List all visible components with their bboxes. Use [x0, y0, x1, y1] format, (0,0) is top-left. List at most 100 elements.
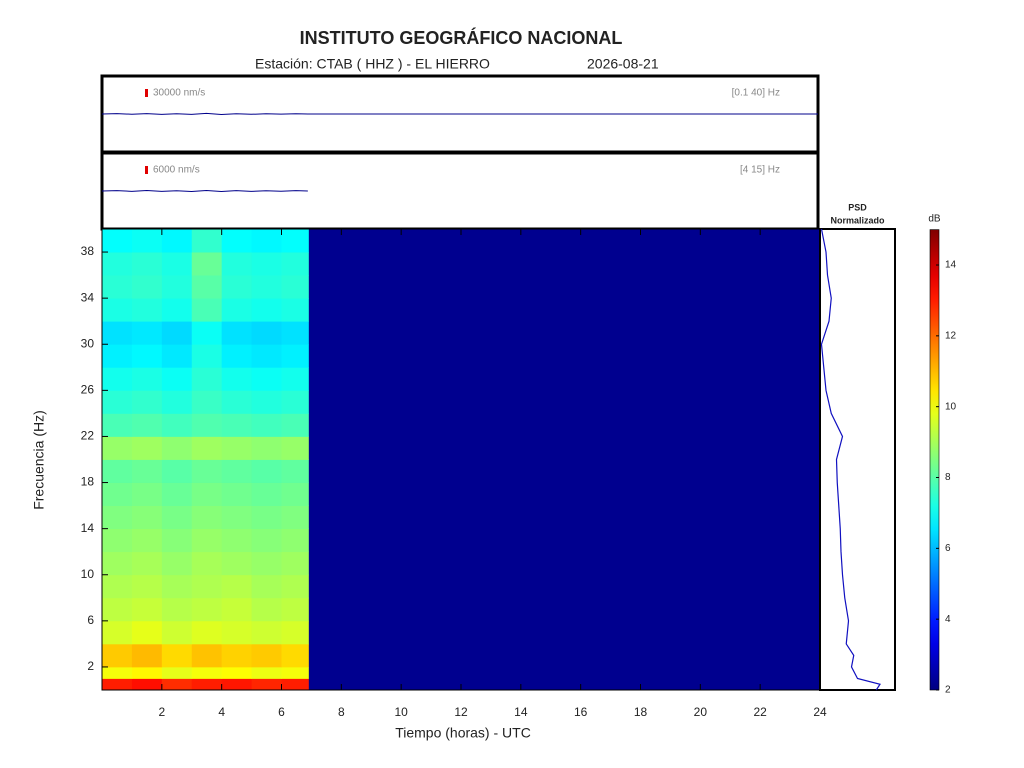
heat-cell [102, 321, 133, 345]
heat-cell [281, 528, 309, 553]
heat-cell [131, 413, 163, 437]
y-tick-label: 14 [81, 521, 95, 535]
colorbar-tick-label: 14 [945, 260, 957, 271]
heat-cell [161, 528, 193, 553]
heat-cell [161, 321, 193, 345]
x-tick-label: 14 [514, 705, 528, 719]
heat-cell [161, 390, 193, 414]
x-tick-label: 2 [158, 705, 165, 719]
heat-cell [281, 574, 309, 599]
heat-cell [221, 505, 252, 530]
heat-cell [221, 344, 252, 368]
heat-cell [161, 229, 193, 253]
heat-cell [281, 321, 309, 345]
heat-cell [161, 298, 193, 322]
heat-cell [221, 229, 252, 253]
y-tick-label: 18 [81, 475, 95, 489]
heat-cell [221, 551, 252, 576]
scale-label: 6000 nm/s [153, 165, 200, 176]
heat-cell [102, 597, 133, 622]
heat-cell [221, 459, 252, 483]
y-tick-label: 6 [87, 613, 94, 627]
y-tick-label: 38 [81, 244, 95, 258]
x-tick-label: 22 [753, 705, 767, 719]
heat-cell [221, 275, 252, 299]
heat-cell [102, 643, 133, 668]
heat-cell [191, 459, 223, 483]
heat-cell [191, 321, 223, 345]
heat-cell [102, 390, 133, 414]
x-tick-label: 24 [813, 705, 827, 719]
x-tick-label: 4 [218, 705, 225, 719]
heat-cell [281, 298, 309, 322]
heat-cell [191, 620, 223, 645]
x-tick-label: 10 [394, 705, 408, 719]
heat-cell [191, 678, 223, 691]
psd-line [820, 228, 881, 691]
heat-cell [131, 275, 163, 299]
heat-cell [131, 344, 163, 368]
scale-bar [145, 89, 148, 97]
heat-cell [281, 229, 309, 253]
heat-cell [251, 574, 282, 599]
title: INSTITUTO GEOGRÁFICO NACIONAL [300, 27, 623, 48]
heat-cell [161, 643, 193, 668]
colorbar-label: dB [928, 214, 941, 225]
heat-cell [221, 528, 252, 553]
heat-cell [251, 298, 282, 322]
heat-cell [191, 597, 223, 622]
heat-cell [221, 252, 252, 276]
heat-cell [191, 298, 223, 322]
colorbar-tick-label: 6 [945, 543, 951, 554]
colorbar-tick-label: 8 [945, 472, 951, 483]
seismogram-trace [101, 189, 308, 193]
heat-cell [251, 390, 282, 414]
heat-cell [131, 229, 163, 253]
heat-cell [191, 367, 223, 391]
y-tick-label: 30 [81, 336, 95, 350]
heat-cell [251, 620, 282, 645]
heat-cell [251, 275, 282, 299]
heat-cell [191, 528, 223, 553]
heat-cell [131, 390, 163, 414]
heat-cell [161, 620, 193, 645]
heat-cell [131, 528, 163, 553]
heat-cell [191, 551, 223, 576]
heat-cell [102, 528, 133, 553]
colorbar-tick-label: 12 [945, 330, 957, 341]
heat-cell [251, 666, 282, 679]
heat-cell [161, 344, 193, 368]
heat-cell [281, 390, 309, 414]
heat-cell [251, 321, 282, 345]
heat-cell [251, 528, 282, 553]
scale-label: 30000 nm/s [153, 88, 205, 99]
colorbar [929, 229, 940, 691]
heat-cell [191, 275, 223, 299]
heat-cell [251, 459, 282, 483]
heat-cell [251, 344, 282, 368]
date: 2026-08-21 [587, 56, 659, 72]
heat-cell [281, 482, 309, 506]
heat-cell [281, 367, 309, 391]
psd-title: Normalizado [830, 215, 885, 225]
heat-cell [281, 643, 309, 668]
heat-cell [191, 643, 223, 668]
x-tick-label: 16 [574, 705, 588, 719]
heat-cell [221, 367, 252, 391]
x-tick-label: 20 [694, 705, 708, 719]
heat-cell [102, 229, 133, 253]
heat-cell [102, 678, 133, 691]
y-tick-label: 22 [81, 429, 95, 443]
x-tick-label: 8 [338, 705, 345, 719]
heat-cell [131, 574, 163, 599]
heat-cell [251, 482, 282, 506]
heat-cell [221, 620, 252, 645]
heat-cell [131, 436, 163, 460]
heat-cell [102, 367, 133, 391]
heat-cell [281, 678, 309, 691]
heat-cell [102, 666, 133, 679]
heat-cell [191, 252, 223, 276]
heat-cell [191, 413, 223, 437]
heat-cell [102, 413, 133, 437]
heat-cell [161, 252, 193, 276]
